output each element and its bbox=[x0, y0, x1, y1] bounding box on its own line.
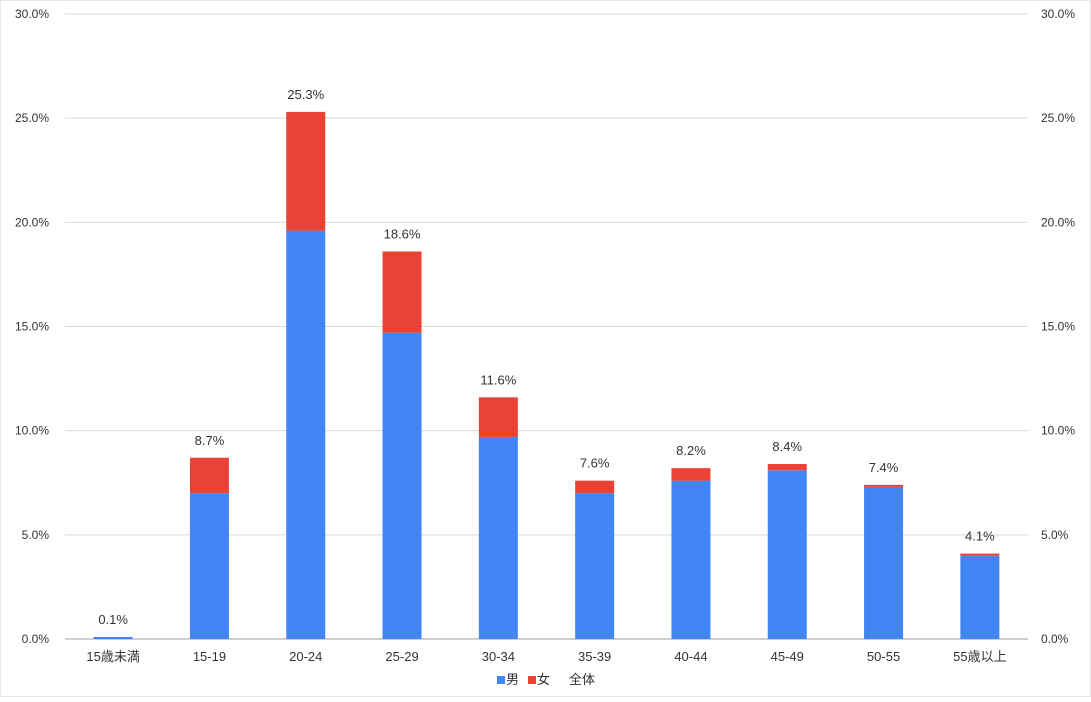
y-tick-label-left: 10.0% bbox=[15, 424, 49, 438]
bar-male bbox=[671, 480, 711, 639]
bar-total-label: 8.2% bbox=[676, 443, 706, 458]
bar-female bbox=[960, 553, 1000, 556]
legend-label: 男 bbox=[506, 672, 519, 687]
bar-male bbox=[478, 436, 518, 639]
bar-total-label: 4.1% bbox=[965, 529, 995, 544]
legend-label-total: 全体 bbox=[569, 672, 595, 687]
bar-total-label: 25.3% bbox=[287, 87, 324, 102]
bar-total-label: 7.4% bbox=[869, 460, 899, 475]
y-tick-label-right: 30.0% bbox=[1041, 7, 1075, 21]
y-tick-label-left: 15.0% bbox=[15, 320, 49, 334]
y-tick-label-right: 20.0% bbox=[1041, 215, 1075, 229]
x-tick-label: 35-39 bbox=[578, 649, 611, 664]
bar-total-label: 8.4% bbox=[772, 439, 802, 454]
y-tick-label-left: 0.0% bbox=[22, 632, 50, 646]
x-tick-label: 55歳以上 bbox=[953, 649, 1006, 664]
y-tick-label-right: 15.0% bbox=[1041, 320, 1075, 334]
bar-female bbox=[864, 484, 904, 487]
x-tick-label: 15歳未満 bbox=[86, 649, 139, 664]
y-tick-label-right: 5.0% bbox=[1041, 528, 1069, 542]
bar-male bbox=[767, 470, 807, 639]
bar-male bbox=[960, 555, 1000, 639]
bar-total-label: 7.6% bbox=[580, 456, 610, 471]
bar-male bbox=[864, 486, 904, 639]
bar-male bbox=[575, 493, 615, 639]
bar-female bbox=[671, 468, 711, 481]
x-tick-label: 50-55 bbox=[867, 649, 900, 664]
x-tick-label: 15-19 bbox=[193, 649, 226, 664]
x-tick-label: 40-44 bbox=[674, 649, 707, 664]
y-tick-label-left: 20.0% bbox=[15, 215, 49, 229]
bar-total-label: 11.6% bbox=[480, 372, 516, 387]
x-tick-label: 30-34 bbox=[482, 649, 515, 664]
x-tick-label: 45-49 bbox=[771, 649, 804, 664]
bar-male bbox=[189, 493, 229, 639]
y-tick-label-left: 25.0% bbox=[15, 111, 49, 125]
bar-male bbox=[286, 230, 326, 639]
x-tick-label: 25-29 bbox=[385, 649, 418, 664]
bar-female bbox=[382, 251, 422, 333]
bar-male bbox=[382, 332, 422, 639]
bar-total-label: 0.1% bbox=[98, 612, 128, 627]
bar-female bbox=[575, 480, 615, 494]
bar-total-label: 8.7% bbox=[195, 433, 225, 448]
bar-female bbox=[478, 397, 518, 437]
y-tick-label-right: 25.0% bbox=[1041, 111, 1075, 125]
y-tick-label-right: 0.0% bbox=[1041, 632, 1069, 646]
y-tick-label-right: 10.0% bbox=[1041, 424, 1075, 438]
y-tick-label-left: 5.0% bbox=[22, 528, 50, 542]
bar-male bbox=[93, 636, 133, 639]
bar-female bbox=[189, 457, 229, 494]
legend-swatch-female bbox=[528, 676, 536, 684]
y-tick-label-left: 30.0% bbox=[15, 7, 49, 21]
legend-label: 女 bbox=[537, 672, 550, 687]
bar-total-label: 18.6% bbox=[384, 227, 421, 242]
legend-swatch-male bbox=[497, 676, 505, 684]
bar-female bbox=[767, 464, 807, 471]
x-tick-label: 20-24 bbox=[289, 649, 322, 664]
bar-female bbox=[286, 111, 326, 231]
